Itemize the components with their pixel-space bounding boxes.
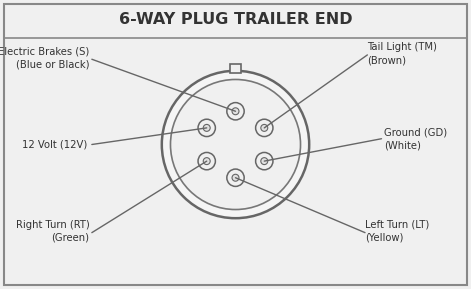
- Circle shape: [171, 79, 300, 210]
- Circle shape: [261, 124, 268, 131]
- Circle shape: [261, 158, 268, 165]
- Circle shape: [198, 153, 215, 170]
- Circle shape: [256, 119, 273, 137]
- Text: Tail Light (TM)
(Brown): Tail Light (TM) (Brown): [367, 42, 437, 65]
- Circle shape: [227, 103, 244, 120]
- Text: 12 Volt (12V): 12 Volt (12V): [22, 140, 87, 149]
- Text: Left Turn (LT)
(Yellow): Left Turn (LT) (Yellow): [365, 220, 429, 243]
- Text: Ground (GD)
(White): Ground (GD) (White): [384, 127, 447, 150]
- Circle shape: [232, 174, 239, 181]
- Text: Electric Brakes (S)
(Blue or Black): Electric Brakes (S) (Blue or Black): [0, 46, 89, 69]
- Text: 6-WAY PLUG TRAILER END: 6-WAY PLUG TRAILER END: [119, 12, 352, 27]
- Text: Right Turn (RT)
(Green): Right Turn (RT) (Green): [16, 220, 89, 243]
- Circle shape: [203, 124, 210, 131]
- Bar: [230, 64, 241, 73]
- Circle shape: [227, 169, 244, 186]
- Circle shape: [162, 71, 309, 218]
- Circle shape: [256, 153, 273, 170]
- Circle shape: [232, 108, 239, 115]
- Circle shape: [203, 158, 210, 165]
- Circle shape: [198, 119, 215, 137]
